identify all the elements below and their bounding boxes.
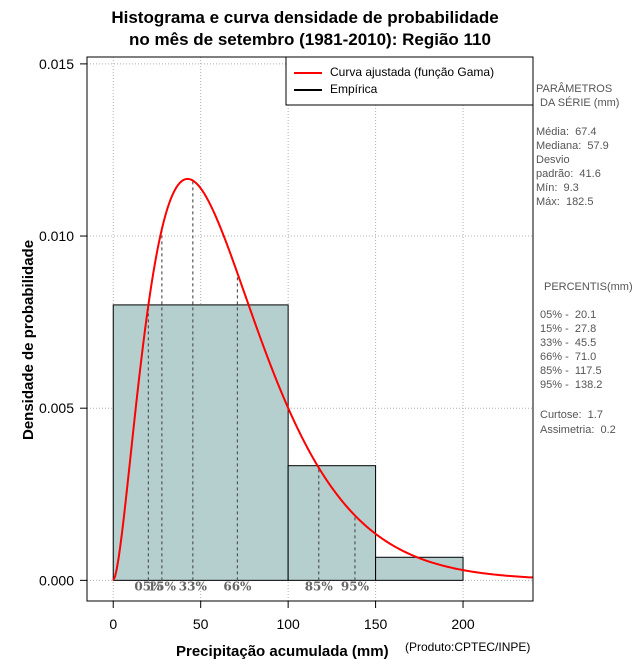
y-tick-label-2: 0.010 bbox=[39, 228, 74, 244]
product-note: (Produto:CPTEC/INPE) bbox=[405, 640, 531, 654]
percentile-label-85: 85% bbox=[305, 579, 334, 593]
x-tick-label-200: 200 bbox=[451, 616, 475, 632]
percentile-labels: 05%15% 33% 66% 85% 95% bbox=[134, 579, 369, 593]
stat-p05: 05% - 20.1 bbox=[540, 309, 597, 321]
params-header: PARÂMETROS bbox=[536, 83, 613, 95]
y-tick-label-0: 0.000 bbox=[39, 572, 74, 588]
y-tick-label-3: 0.015 bbox=[39, 56, 74, 72]
stat-min: Mín: 9.3 bbox=[536, 182, 579, 194]
chart-title-line2: no mês de setembro (1981-2010): Região 1… bbox=[129, 30, 491, 49]
stat-max: Máx: 182.5 bbox=[536, 196, 594, 208]
histogram-bar-3 bbox=[375, 556, 464, 581]
gamma-curve bbox=[112, 177, 534, 581]
x-axis: 0 50 100 150 200 bbox=[109, 600, 475, 632]
stat-p85: 85% - 117.5 bbox=[540, 365, 602, 377]
percentile-label-05: 05% bbox=[134, 579, 163, 593]
stat-desvio-label: Desvio bbox=[536, 154, 570, 166]
percentile-label-15: 15% bbox=[148, 579, 177, 593]
stat-curtose: Curtose: 1.7 bbox=[540, 409, 603, 421]
x-tick-label-150: 150 bbox=[364, 616, 388, 632]
percentile-lines bbox=[147, 180, 356, 581]
params-header-unit: DA SÉRIE (mm) bbox=[540, 97, 620, 109]
y-axis: 0.000 0.005 0.010 0.015 bbox=[39, 56, 88, 588]
stat-p15: 15% - 27.8 bbox=[540, 323, 597, 335]
stat-desvio-value: padrão: 41.6 bbox=[536, 168, 601, 180]
legend-box bbox=[285, 56, 534, 106]
x-tick-label-100: 100 bbox=[276, 616, 300, 632]
histogram-bar-2 bbox=[287, 465, 377, 581]
chart-title-line1: Histograma e curva densidade de probabil… bbox=[111, 8, 499, 27]
histogram-bars bbox=[112, 304, 464, 581]
percentile-label-95: 95% bbox=[341, 579, 370, 593]
x-axis-label: Precipitação acumulada (mm) bbox=[176, 643, 389, 660]
x-tick-label-0: 0 bbox=[109, 616, 117, 632]
percentile-label-33: 33% bbox=[179, 579, 208, 593]
stat-p33: 33% - 45.5 bbox=[540, 337, 597, 349]
histogram-bar-1 bbox=[112, 304, 289, 581]
y-axis-label: Densidade de probabilidade bbox=[20, 239, 37, 440]
stat-media: Média: 67.4 bbox=[536, 126, 597, 138]
stat-p95: 95% - 138.2 bbox=[540, 379, 603, 391]
stat-assimetria: Assimetria: 0.2 bbox=[540, 424, 616, 436]
legend-label-empirical: Empírica bbox=[330, 82, 378, 96]
y-tick-label-1: 0.005 bbox=[39, 400, 74, 416]
stat-p66: 66% - 71.0 bbox=[540, 351, 597, 363]
legend-label-fitted: Curva ajustada (função Gama) bbox=[330, 65, 495, 79]
x-tick-label-50: 50 bbox=[193, 616, 209, 632]
stat-mediana: Mediana: 57.9 bbox=[536, 140, 609, 152]
percentile-label-66: 66% bbox=[223, 579, 252, 593]
percentis-header: PERCENTIS(mm) bbox=[544, 281, 633, 293]
